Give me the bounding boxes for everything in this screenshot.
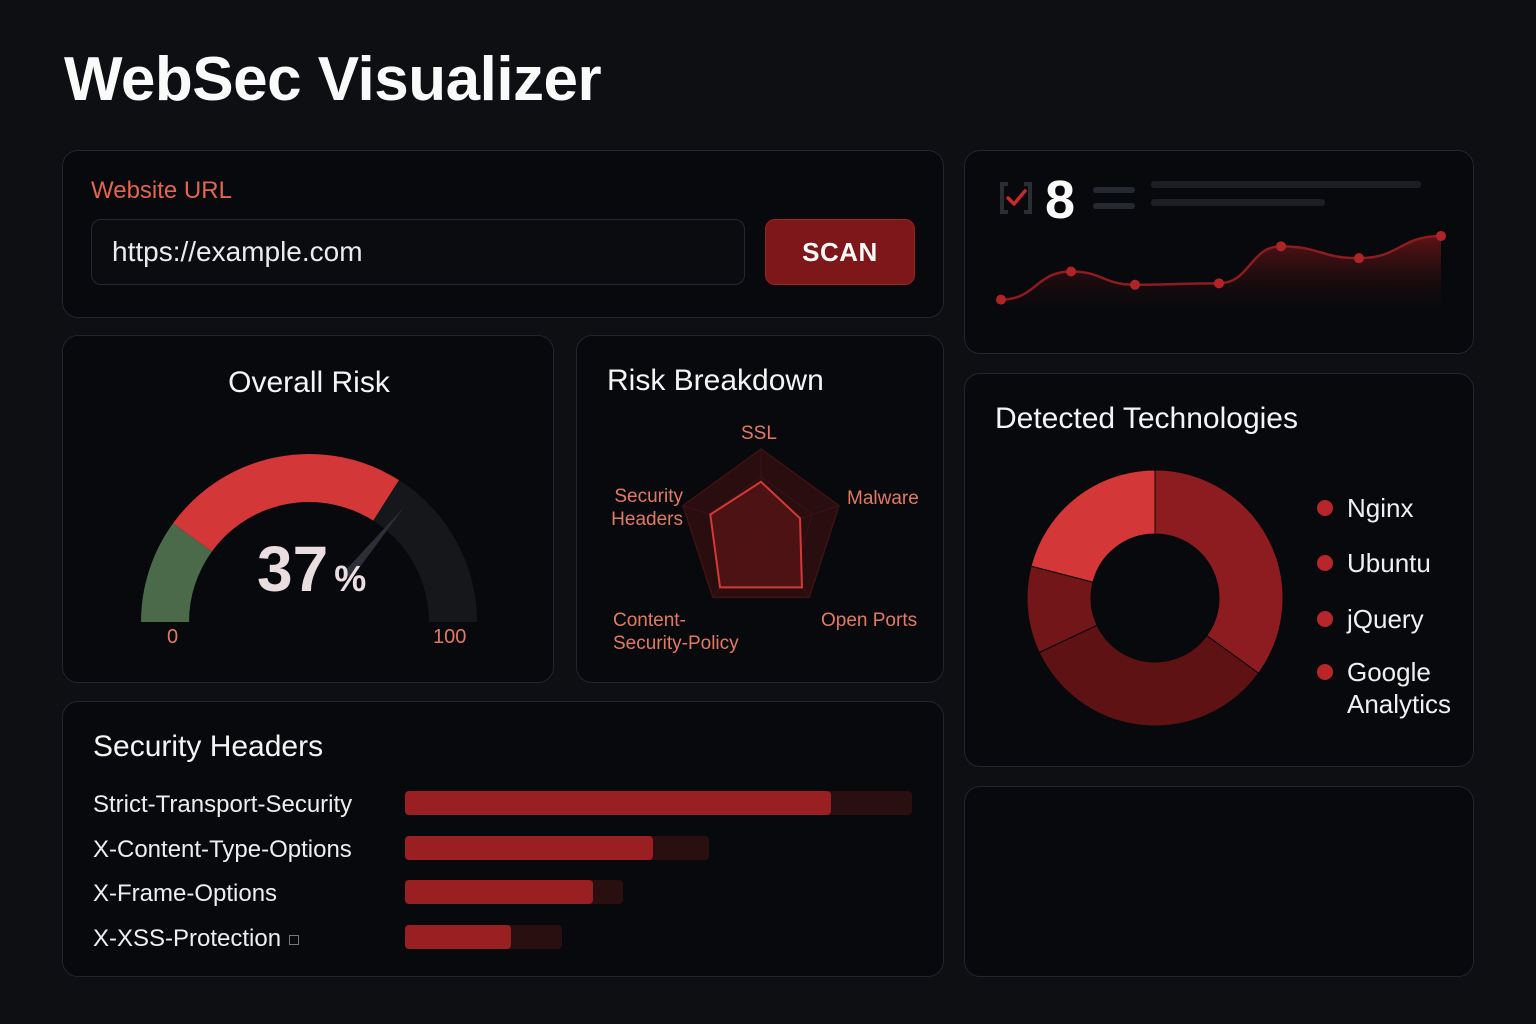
- radar-chart: [682, 448, 840, 599]
- url-input[interactable]: [91, 219, 745, 285]
- url-card: Website URL SCAN: [62, 150, 944, 318]
- radar-label-security-headers: Security Headers: [605, 485, 683, 531]
- square-icon: [289, 934, 300, 945]
- gauge-remaining-segment: [372, 480, 477, 623]
- url-label: Website URL: [91, 177, 232, 204]
- trend-point: [1354, 253, 1364, 264]
- trend-point: [1436, 230, 1446, 241]
- security-headers-card: Security Headers Strict-Transport-Securi…: [62, 701, 944, 977]
- legend-dot: [1317, 500, 1333, 516]
- radar-label-headers-line2: Headers: [611, 509, 683, 530]
- legend-label: Ubuntu: [1347, 548, 1431, 578]
- trend-point: [1066, 266, 1076, 277]
- radar-label-csp-line1: Content-: [613, 610, 686, 631]
- legend-item-google-analytics: Google Analytics: [1317, 656, 1467, 720]
- radar-data-shape: [709, 480, 803, 589]
- header-bar-fill: [405, 925, 512, 949]
- legend-label: Nginx: [1347, 493, 1414, 523]
- issue-count: 8: [1045, 170, 1076, 230]
- gauge-min-label: 0: [167, 626, 179, 648]
- header-bar-track: [405, 836, 710, 860]
- technologies-donut: [1026, 469, 1284, 727]
- radar-label-open-ports: Open Ports: [821, 610, 918, 631]
- legend-dot: [1317, 611, 1333, 627]
- placeholder-line: [1151, 181, 1421, 188]
- risk-breakdown-card: Risk Breakdown SSL Malware Open Ports Co…: [576, 335, 944, 683]
- trend-point: [1130, 279, 1140, 290]
- gauge-risk-segment: [173, 454, 400, 552]
- gauge-max-label: 100: [433, 626, 467, 648]
- scan-button[interactable]: SCAN: [765, 219, 915, 285]
- technologies-title: Detected Technologies: [995, 402, 1298, 435]
- risk-value: 37%: [257, 532, 366, 606]
- donut-slice: [1030, 469, 1156, 583]
- trend-point: [1214, 278, 1224, 289]
- header-label-text: X-XSS-Protection: [93, 925, 282, 952]
- risk-value-number: 37: [257, 533, 329, 605]
- legend-item-ubuntu: Ubuntu: [1317, 547, 1467, 579]
- header-bar-fill: [405, 880, 593, 904]
- trend-point: [1276, 241, 1286, 252]
- legend-label: Google Analytics: [1347, 657, 1452, 719]
- header-bar-track: [405, 791, 912, 815]
- legend-item-nginx: Nginx: [1317, 492, 1467, 524]
- radar-label-malware: Malware: [847, 488, 919, 509]
- radar-label-csp-line2: Security-Policy: [613, 633, 739, 654]
- summary-card: 8: [964, 150, 1474, 354]
- security-headers-title: Security Headers: [93, 730, 324, 763]
- risk-value-unit: %: [334, 558, 367, 599]
- header-label-hsts: Strict-Transport-Security: [93, 791, 353, 818]
- overall-risk-title: Overall Risk: [228, 366, 390, 399]
- legend-dot: [1317, 664, 1333, 680]
- header-bar-fill: [405, 791, 831, 815]
- empty-card: [964, 786, 1474, 977]
- placeholder-line: [1093, 203, 1135, 209]
- trend-chart: [996, 230, 1446, 321]
- header-bar-fill: [405, 836, 654, 860]
- gauge-low-segment: [141, 523, 213, 623]
- header-label-x-frame-options: X-Frame-Options: [93, 880, 278, 907]
- trend-point: [996, 294, 1006, 305]
- header-bar-track: [405, 925, 563, 949]
- checkbox-icon: [1000, 182, 1032, 214]
- overall-risk-card: Overall Risk 37% 0 100: [62, 335, 554, 683]
- header-label-x-xss-protection: X-XSS-Protection: [93, 925, 300, 953]
- risk-breakdown-title: Risk Breakdown: [607, 364, 824, 397]
- placeholder-line: [1151, 199, 1325, 206]
- legend-dot: [1317, 555, 1333, 571]
- radar-label-csp: Content- Security-Policy: [613, 609, 739, 655]
- legend-label: jQuery: [1347, 604, 1424, 634]
- trend-area: [1001, 235, 1441, 321]
- header-label-x-content-type-options: X-Content-Type-Options: [93, 836, 352, 863]
- donut-slice: [1038, 624, 1260, 727]
- header-bar-track: [405, 880, 623, 904]
- gauge-needle: [343, 506, 405, 579]
- radar-label-ssl: SSL: [741, 423, 777, 444]
- placeholder-line: [1093, 187, 1135, 193]
- legend-item-jquery: jQuery: [1317, 603, 1467, 635]
- radar-label-headers-line1: Security: [614, 486, 683, 507]
- risk-gauge: [141, 454, 477, 623]
- app-title: WebSec Visualizer: [64, 45, 602, 114]
- donut-slice: [1154, 469, 1284, 674]
- technologies-card: Detected Technologies Nginx Ubuntu jQuer…: [964, 373, 1474, 767]
